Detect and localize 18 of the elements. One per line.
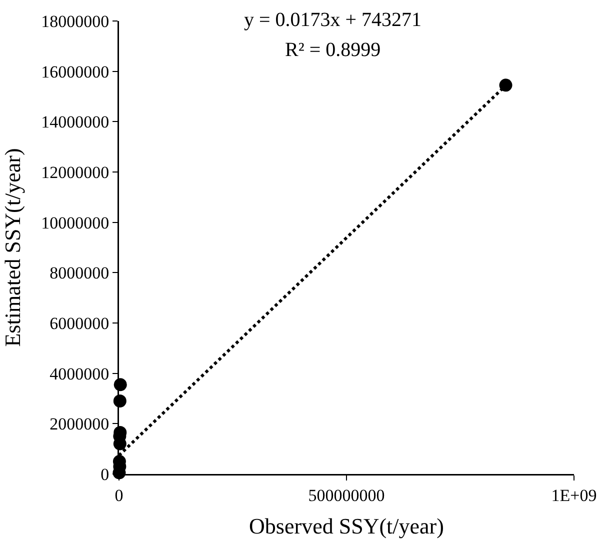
annotation: R² = 0.8999 [285,39,381,61]
y-tick-label: 12000000 [41,162,110,182]
x-tick-label: 0 [114,486,124,505]
y-tick-label: 10000000 [41,213,110,232]
y-tick-label: 8000000 [50,264,110,283]
y-tick-label: 18000000 [41,12,110,31]
y-tick-label: 0 [100,464,110,484]
annotation: y = 0.0173x + 743271 [244,9,422,31]
y-tick-label: 16000000 [41,62,110,82]
x-tick-label: 500000000 [308,486,385,505]
point [499,78,512,92]
y-tick-label: 4000000 [50,364,110,384]
y-tick-label: 6000000 [50,314,110,333]
y-tick-label: 14000000 [41,112,110,132]
y-tick-label: 2000000 [50,414,110,434]
x-tick-label: 1E+09 [551,486,597,505]
x-axis-title: Observed SSY(t/year) [249,514,444,539]
y-axis-title: Estimated SSY(t/year) [0,148,26,347]
